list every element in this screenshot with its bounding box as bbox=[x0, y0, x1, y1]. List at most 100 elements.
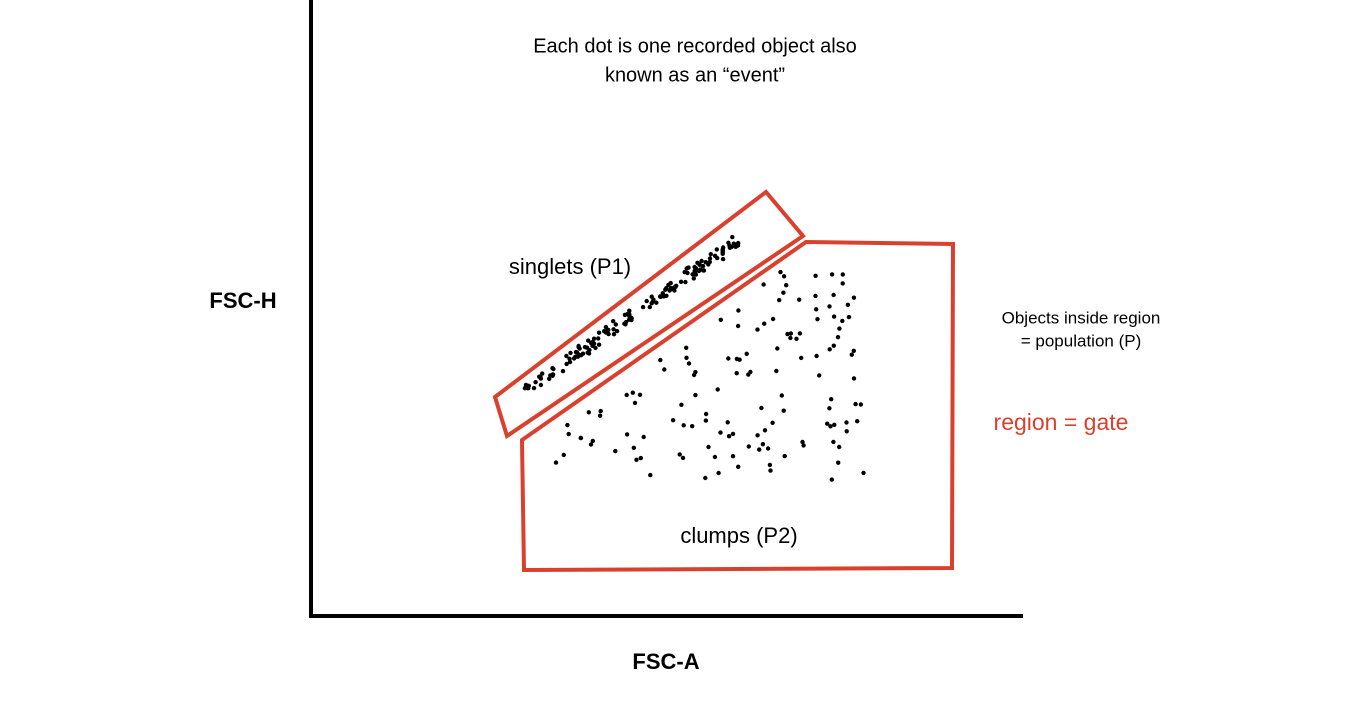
event-dot bbox=[712, 454, 718, 460]
event-dot bbox=[605, 328, 610, 333]
event-dot bbox=[770, 316, 776, 322]
event-dot bbox=[699, 258, 704, 264]
event-dot bbox=[638, 455, 643, 461]
event-dot bbox=[696, 268, 702, 274]
event-dot bbox=[844, 429, 849, 434]
event-dot bbox=[762, 428, 768, 433]
event-dot bbox=[660, 291, 665, 296]
event-dot bbox=[538, 376, 544, 381]
event-dot bbox=[718, 317, 723, 322]
event-dot bbox=[667, 288, 672, 293]
event-dot bbox=[596, 342, 602, 347]
event-dot bbox=[644, 298, 649, 304]
event-dot bbox=[690, 272, 695, 277]
event-dot bbox=[837, 326, 842, 331]
event-dot bbox=[720, 256, 726, 262]
event-dot bbox=[778, 269, 783, 275]
event-dot bbox=[813, 293, 818, 299]
event-dot bbox=[814, 307, 819, 312]
event-dot bbox=[828, 424, 833, 429]
event-dot bbox=[844, 420, 849, 425]
event-dot bbox=[582, 344, 588, 350]
event-dot bbox=[707, 259, 712, 265]
event-dot bbox=[777, 297, 782, 303]
event-dot bbox=[703, 260, 708, 265]
event-dot bbox=[567, 356, 572, 361]
event-dot bbox=[755, 327, 760, 332]
event-dot bbox=[679, 402, 684, 407]
gate-label: clumps (P2) bbox=[680, 523, 797, 548]
event-dot bbox=[797, 331, 803, 336]
event-dot bbox=[788, 335, 793, 341]
event-dot bbox=[553, 460, 559, 465]
event-dot bbox=[788, 331, 794, 336]
event-dot bbox=[703, 475, 708, 481]
event-dots bbox=[522, 234, 866, 482]
event-dot bbox=[670, 418, 676, 423]
event-dot bbox=[597, 413, 603, 418]
event-dot bbox=[840, 272, 845, 277]
event-dot bbox=[624, 392, 629, 398]
event-dot bbox=[567, 359, 573, 365]
event-dot bbox=[651, 297, 656, 302]
event-dot bbox=[551, 366, 556, 372]
event-dot bbox=[693, 392, 698, 398]
event-dot bbox=[640, 304, 646, 310]
event-dot bbox=[683, 279, 688, 285]
event-dot bbox=[718, 430, 723, 435]
event-dot bbox=[851, 376, 857, 381]
event-dot bbox=[797, 297, 802, 302]
event-dot bbox=[533, 380, 538, 385]
event-dot bbox=[707, 256, 713, 261]
event-dot bbox=[746, 444, 751, 449]
event-dot bbox=[757, 447, 762, 452]
event-dot bbox=[730, 454, 736, 459]
event-dot bbox=[598, 408, 603, 414]
event-dot bbox=[690, 424, 695, 429]
event-dot bbox=[784, 283, 789, 288]
event-dot bbox=[647, 304, 652, 310]
event-dot bbox=[564, 353, 569, 359]
event-dot bbox=[637, 392, 643, 397]
event-dot bbox=[762, 321, 767, 326]
gate-note: region = gate bbox=[994, 409, 1129, 435]
event-dot bbox=[662, 367, 667, 372]
event-dot bbox=[538, 382, 544, 388]
event-dot bbox=[627, 314, 633, 320]
event-dot bbox=[832, 422, 837, 427]
event-dot bbox=[714, 247, 719, 252]
event-dot bbox=[760, 442, 766, 447]
event-dot bbox=[664, 293, 669, 298]
event-dot bbox=[817, 373, 822, 378]
event-dot bbox=[614, 328, 620, 334]
event-dot bbox=[547, 376, 552, 381]
event-dot bbox=[794, 336, 799, 341]
event-dot bbox=[840, 281, 845, 286]
event-dot bbox=[814, 353, 819, 359]
event-dot bbox=[726, 356, 731, 361]
event-dot bbox=[759, 405, 764, 411]
event-dot bbox=[677, 452, 682, 457]
event-dot bbox=[703, 411, 709, 417]
event-dot bbox=[664, 286, 669, 291]
event-dot bbox=[624, 432, 630, 437]
event-dot bbox=[706, 444, 711, 450]
event-dot bbox=[648, 472, 653, 478]
event-dot bbox=[678, 279, 684, 284]
event-dot bbox=[681, 423, 686, 428]
event-dot bbox=[634, 457, 639, 462]
event-dot bbox=[550, 372, 555, 377]
event-dot bbox=[851, 348, 856, 353]
event-dot bbox=[831, 439, 836, 445]
event-dot bbox=[578, 435, 583, 441]
event-dot bbox=[727, 243, 732, 248]
event-dot bbox=[715, 255, 720, 261]
event-dot bbox=[703, 418, 709, 423]
event-dot bbox=[666, 282, 671, 288]
annotation-line: known as an “event” bbox=[605, 64, 785, 86]
event-dot bbox=[827, 304, 832, 309]
event-dot bbox=[531, 385, 537, 391]
event-dot bbox=[744, 351, 749, 356]
event-dot bbox=[831, 292, 836, 298]
